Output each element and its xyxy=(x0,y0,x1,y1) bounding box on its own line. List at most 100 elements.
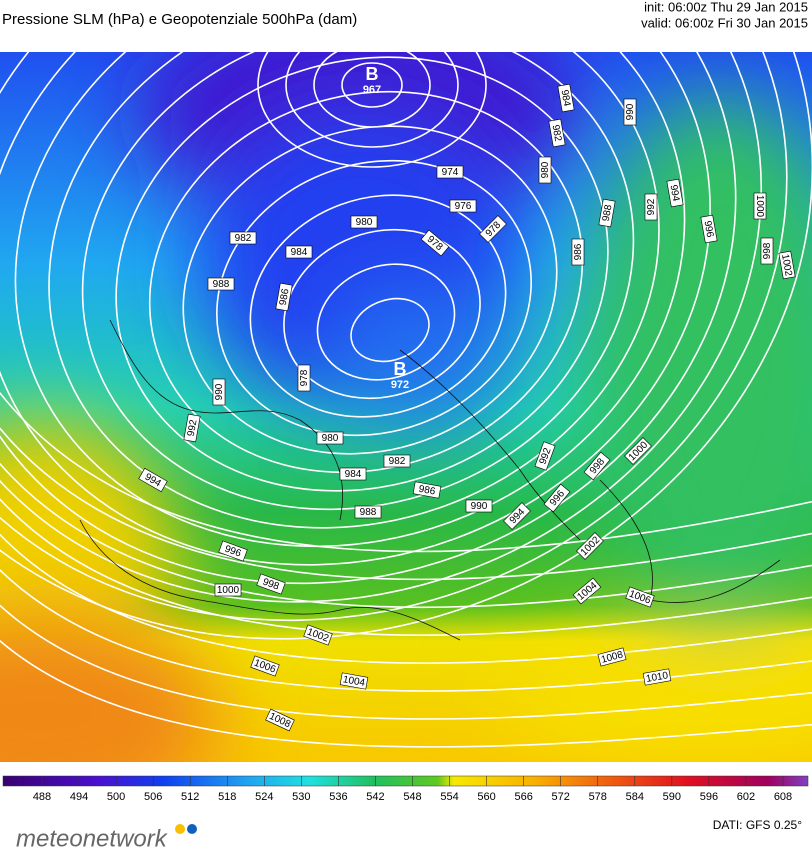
isobar-label: 1004 xyxy=(339,672,369,690)
colorbar-label: 536 xyxy=(329,791,347,803)
label-box xyxy=(598,198,616,228)
isobar-value: 982 xyxy=(389,456,406,467)
label-box xyxy=(383,454,411,468)
label-box xyxy=(339,672,369,690)
coastlines xyxy=(79,319,781,641)
isobar-value: 1010 xyxy=(645,670,669,685)
colorbar-ticks: 488 494 500 506 512 518 524 530 536 542 548 554 560 5… xyxy=(33,776,792,803)
label-box xyxy=(285,245,313,259)
colorbar-label: 602 xyxy=(737,791,755,803)
isobar-value: 1000 xyxy=(217,585,240,596)
colorbar-label: 530 xyxy=(292,791,310,803)
isobar-label: 990 xyxy=(212,378,226,406)
isobar-label: 1010 xyxy=(642,668,672,686)
isobar-label: 988 xyxy=(354,505,382,519)
colorbar-label: 560 xyxy=(477,791,495,803)
isobar-value: 974 xyxy=(442,167,459,178)
label-box xyxy=(412,481,442,499)
isobar xyxy=(0,568,812,692)
isobar-value: 976 xyxy=(455,201,472,212)
isobar-label: 998 xyxy=(256,573,286,595)
isobar xyxy=(0,497,812,637)
isobar xyxy=(216,159,532,437)
label-box xyxy=(212,378,226,406)
isobar xyxy=(0,0,769,639)
isobar-value: 978 xyxy=(299,369,310,386)
isobar-label: 982 xyxy=(548,118,566,148)
isobar-value: 982 xyxy=(235,233,252,244)
label-box xyxy=(316,431,344,445)
label-box xyxy=(778,250,796,280)
isobar-value: 984 xyxy=(559,89,573,108)
isobar xyxy=(283,228,481,400)
isobar-label: 1000 xyxy=(753,192,767,220)
data-source: DATI: GFS 0.25° xyxy=(713,818,802,832)
isobar-label: 1002 xyxy=(778,250,796,280)
isobar xyxy=(0,462,812,609)
isobar-label: 980 xyxy=(350,215,378,229)
isobar-label: 980 xyxy=(538,156,552,184)
logo: meteonetwork xyxy=(16,825,169,851)
isobar-label: 978 xyxy=(297,364,311,392)
isobar xyxy=(148,90,584,474)
low-symbol: B xyxy=(366,64,379,84)
label-box xyxy=(354,505,382,519)
isobar xyxy=(0,533,812,664)
colorbar-label: 494 xyxy=(70,791,88,803)
isobar-label: 992 xyxy=(644,193,658,221)
label-box xyxy=(339,467,367,481)
isobar-value: 982 xyxy=(550,124,564,143)
label-box xyxy=(218,540,248,562)
label-box xyxy=(548,118,566,148)
isobar-label: 982 xyxy=(383,454,411,468)
isobar-label: 986 xyxy=(412,481,442,499)
low-value: 972 xyxy=(391,379,409,391)
isobar-value: 986 xyxy=(573,243,584,260)
init-time: init: 06:00z Thu 29 Jan 2015 xyxy=(644,0,808,14)
isobar-value: 1000 xyxy=(754,195,765,218)
isobar-value: 988 xyxy=(213,279,230,290)
logo-dot xyxy=(187,824,197,834)
isobar-label: 994 xyxy=(666,178,684,208)
label-box xyxy=(571,238,585,266)
colorbar-label: 554 xyxy=(440,791,458,803)
colorbar-label: 548 xyxy=(403,791,421,803)
isobar-value: 992 xyxy=(186,419,200,438)
label-box xyxy=(644,193,658,221)
low-symbol: B xyxy=(394,359,407,379)
isobar-label: 974 xyxy=(436,165,464,179)
isobar xyxy=(316,263,456,381)
label-box xyxy=(479,215,507,243)
isobar-value: 1004 xyxy=(342,674,366,689)
isobar-label: 988 xyxy=(207,277,235,291)
label-box xyxy=(229,231,257,245)
isobar-label: 990 xyxy=(623,98,637,126)
label-box xyxy=(465,499,493,513)
isobar-label: 992 xyxy=(534,441,556,471)
isobar xyxy=(0,0,812,746)
isobar-label: 996 xyxy=(218,540,248,562)
colorbar-label: 572 xyxy=(552,791,570,803)
isobar-value: 998 xyxy=(762,242,773,259)
colorbar-label: 524 xyxy=(255,791,273,803)
label-box xyxy=(297,364,311,392)
isobar-value: 996 xyxy=(702,220,716,239)
label-box xyxy=(214,583,242,597)
colorbar-label: 488 xyxy=(33,791,51,803)
label-box xyxy=(534,441,556,471)
label-box xyxy=(753,192,767,220)
label-box xyxy=(183,413,201,443)
isobar-value: 994 xyxy=(668,184,682,203)
colorbar-label: 596 xyxy=(700,791,718,803)
label-box xyxy=(557,83,575,113)
isobar xyxy=(0,604,812,720)
colorbar-label: 518 xyxy=(218,791,236,803)
colorbar-label: 506 xyxy=(144,791,162,803)
isobar-value: 984 xyxy=(345,469,362,480)
colorbar-label: 584 xyxy=(626,791,644,803)
isobar xyxy=(0,426,812,581)
isobar-label: 996 xyxy=(700,214,718,244)
